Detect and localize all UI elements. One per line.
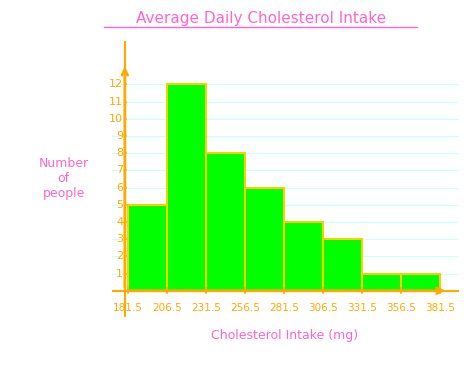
Bar — [284, 222, 323, 291]
Bar — [206, 153, 245, 291]
Text: 2: 2 — [116, 251, 123, 261]
Text: 6: 6 — [116, 182, 123, 193]
Bar — [323, 239, 362, 291]
Text: 306.5: 306.5 — [308, 303, 338, 313]
Text: 7: 7 — [116, 165, 123, 175]
Text: 4: 4 — [116, 217, 123, 227]
Text: 3: 3 — [116, 234, 123, 244]
Text: 381.5: 381.5 — [425, 303, 455, 313]
Text: 12: 12 — [109, 79, 123, 89]
Text: 1: 1 — [116, 268, 123, 279]
Bar — [245, 188, 284, 291]
Text: 5: 5 — [116, 200, 123, 210]
Text: 9: 9 — [116, 131, 123, 141]
Text: 256.5: 256.5 — [230, 303, 260, 313]
Y-axis label: Number
of
people: Number of people — [39, 158, 89, 200]
Text: 11: 11 — [109, 97, 123, 106]
Bar — [362, 273, 401, 291]
Text: 206.5: 206.5 — [152, 303, 182, 313]
Text: 356.5: 356.5 — [386, 303, 416, 313]
Text: 10: 10 — [109, 114, 123, 124]
Bar — [167, 84, 206, 291]
Bar — [128, 205, 167, 291]
Bar — [401, 273, 440, 291]
Text: 181.5: 181.5 — [113, 303, 143, 313]
Text: 8: 8 — [116, 148, 123, 158]
Text: 231.5: 231.5 — [191, 303, 221, 313]
Text: Cholesterol Intake (mg): Cholesterol Intake (mg) — [210, 329, 358, 341]
Text: 281.5: 281.5 — [269, 303, 299, 313]
Text: Average Daily Cholesterol Intake: Average Daily Cholesterol Intake — [136, 11, 386, 26]
Text: 331.5: 331.5 — [347, 303, 377, 313]
